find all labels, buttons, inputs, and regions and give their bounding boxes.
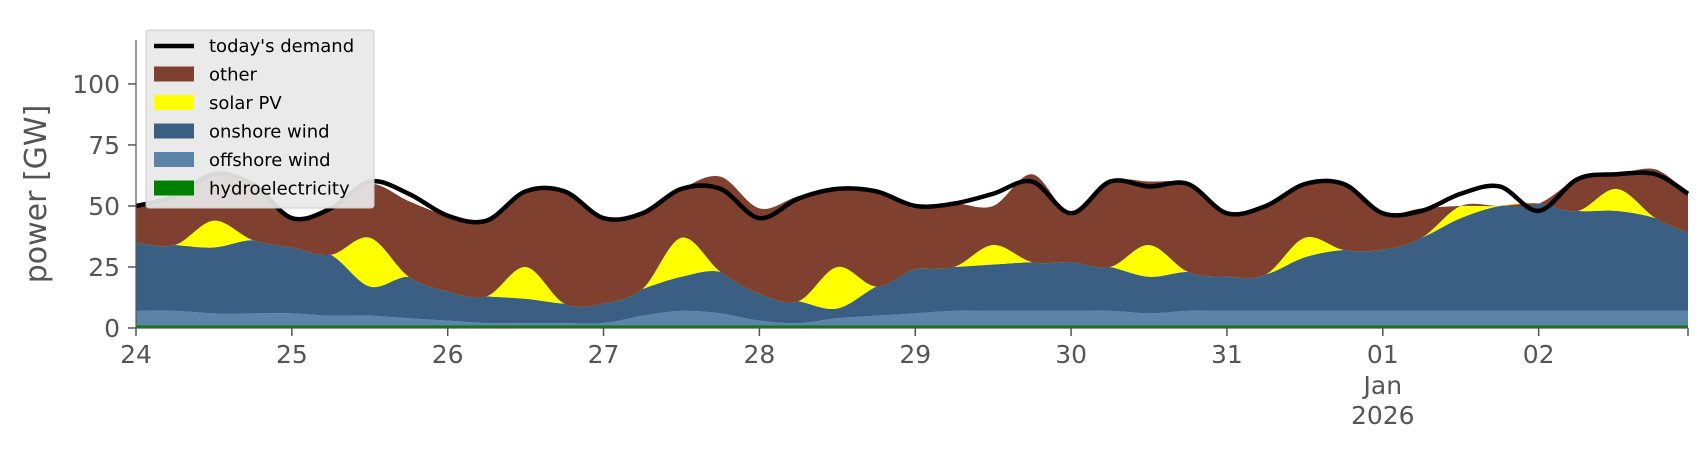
legend-item-other: other: [154, 65, 258, 86]
x-tick-label: 02: [1523, 340, 1555, 369]
area-solar-pv: [136, 188, 1688, 309]
legend: today's demand other solar PV onshore wind o…: [145, 29, 375, 209]
legend-label: today's demand: [209, 36, 354, 57]
y-tick-label: 75: [88, 131, 120, 160]
x-tick-label: 01: [1367, 340, 1399, 369]
x-tick-label: 26: [432, 340, 464, 369]
legend-label: offshore wind: [209, 150, 331, 171]
x-tick-label: 30: [1055, 340, 1087, 369]
x-tick-label: 28: [743, 340, 775, 369]
legend-label: hydroelectricity: [209, 179, 350, 200]
legend-item-today-s-demand: today's demand: [154, 36, 354, 57]
x-tick-label: 31: [1211, 340, 1243, 369]
legend-box: [145, 29, 375, 209]
x-tick-label: 25: [276, 340, 308, 369]
legend-swatch: [154, 66, 194, 82]
legend-item-solar-pv: solar PV: [154, 93, 282, 114]
legend-item-hydroelectricity: hydroelectricity: [154, 179, 350, 200]
demand-layer: [135, 170, 1690, 225]
x-year-label: 2026: [1351, 401, 1415, 430]
y-tick-label: 25: [88, 253, 120, 282]
demand-line: [135, 170, 1690, 225]
area-hydroelectricity: [136, 325, 1688, 328]
legend-item-onshore-wind: onshore wind: [154, 122, 330, 143]
legend-label: solar PV: [209, 93, 282, 114]
y-tick-label: 0: [104, 314, 120, 343]
y-axis-label: power [GW]: [19, 105, 54, 284]
legend-swatch: [154, 123, 194, 139]
stacked-areas: [136, 168, 1688, 328]
legend-swatch: [154, 95, 194, 110]
legend-item-offshore-wind: offshore wind: [154, 150, 331, 171]
legend-swatch: [154, 152, 194, 167]
y-tick-label: 100: [72, 70, 120, 99]
area-onshore-wind: [136, 203, 1688, 324]
area-other: [136, 168, 1688, 307]
legend-label: onshore wind: [209, 122, 330, 143]
x-tick-label: 27: [588, 340, 620, 369]
x-tick-label: 29: [899, 340, 931, 369]
legend-swatch: [154, 180, 194, 196]
x-month-label: Jan: [1362, 371, 1403, 400]
y-tick-label: 50: [88, 192, 120, 221]
x-tick-label: 24: [120, 340, 152, 369]
area-offshore-wind: [136, 310, 1688, 326]
legend-label: other: [209, 65, 258, 86]
